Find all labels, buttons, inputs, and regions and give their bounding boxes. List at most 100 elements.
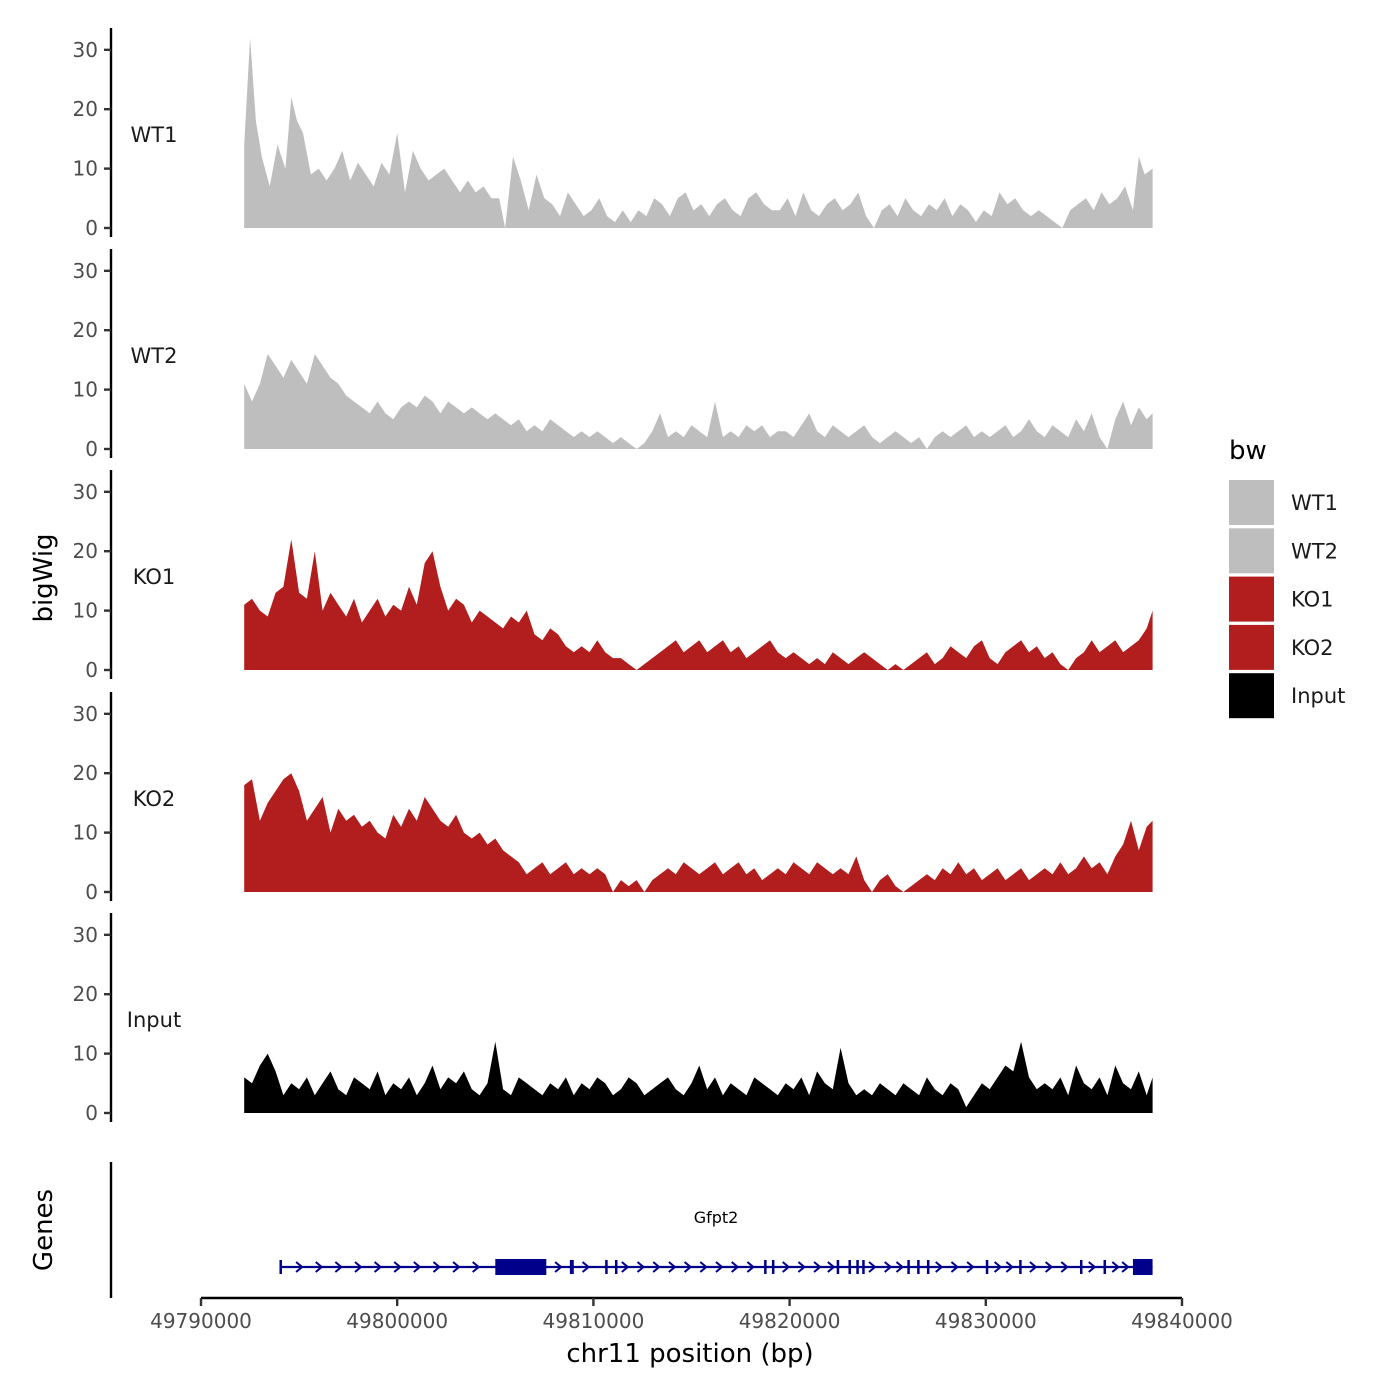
y-tick-label-ko1-0: 0 bbox=[85, 658, 98, 682]
y-tick-label-ko2-20: 20 bbox=[73, 761, 98, 785]
strand-arrow-gfpt2-26 bbox=[884, 1261, 893, 1273]
legend-swatch-ko1 bbox=[1229, 576, 1274, 622]
legend-label-input: Input bbox=[1291, 684, 1345, 708]
y-axis-title-genes: Genes bbox=[29, 1189, 59, 1271]
y-tick-label-ko1-10: 10 bbox=[73, 599, 98, 623]
gene-exon-gfpt2-12 bbox=[917, 1260, 920, 1274]
strand-arrow-gfpt2-15 bbox=[668, 1261, 677, 1273]
legend-swatch-wt1 bbox=[1229, 480, 1274, 525]
y-tick-label-wt1-30: 30 bbox=[73, 38, 98, 62]
y-tick-label-wt1-0: 0 bbox=[85, 216, 98, 240]
track-input: 0 10 20 30 Input bbox=[73, 913, 1153, 1125]
legend-label-ko2: KO2 bbox=[1291, 636, 1334, 660]
track-label-wt1: WT1 bbox=[131, 123, 178, 147]
x-tick-label-49790000: 49790000 bbox=[150, 1309, 252, 1333]
legend-swatch-ko2 bbox=[1229, 624, 1274, 670]
y-tick-label-ko2-30: 30 bbox=[73, 702, 98, 726]
x-tick-label-49800000: 49800000 bbox=[346, 1309, 448, 1333]
strand-arrow-gfpt2-28 bbox=[935, 1261, 944, 1273]
y-tick-label-wt2-20: 20 bbox=[73, 318, 98, 342]
gene-exon-gfpt2-3 bbox=[605, 1260, 608, 1274]
strand-arrow-gfpt2-10 bbox=[554, 1261, 563, 1273]
strand-arrow-gfpt2-31 bbox=[993, 1261, 1003, 1273]
strand-arrow-gfpt2-33 bbox=[1029, 1261, 1038, 1273]
y-tick-label-wt2-0: 0 bbox=[85, 437, 98, 461]
strand-arrow-gfpt2-32 bbox=[1005, 1261, 1014, 1273]
y-tick-label-input-20: 20 bbox=[73, 982, 98, 1006]
strand-arrow-gfpt2-9 bbox=[472, 1261, 481, 1273]
strand-arrow-gfpt2-3 bbox=[354, 1261, 363, 1273]
y-tick-label-input-0: 0 bbox=[85, 1101, 98, 1125]
x-tick-label-49810000: 49810000 bbox=[543, 1309, 645, 1333]
y-tick-label-wt1-10: 10 bbox=[73, 157, 98, 181]
legend-label-wt1: WT1 bbox=[1291, 491, 1338, 515]
y-axis-title-bigwig: bigWig bbox=[29, 533, 59, 622]
strand-arrow-gfpt2-19 bbox=[731, 1261, 740, 1273]
strand-arrow-gfpt2-13 bbox=[636, 1261, 646, 1273]
strand-arrow-gfpt2-24 bbox=[827, 1261, 836, 1273]
gene-exon-gfpt2-16 bbox=[1079, 1260, 1083, 1274]
legend-title: bw bbox=[1229, 436, 1267, 466]
strand-arrow-gfpt2-30 bbox=[966, 1261, 975, 1273]
strand-arrow-gfpt2-7 bbox=[432, 1261, 442, 1273]
strand-arrow-gfpt2-25 bbox=[868, 1261, 877, 1273]
strand-arrow-gfpt2-29 bbox=[950, 1261, 959, 1273]
track-label-ko1: KO1 bbox=[133, 565, 176, 589]
strand-arrow-gfpt2-12 bbox=[621, 1261, 630, 1273]
strand-arrow-gfpt2-21 bbox=[782, 1261, 791, 1273]
strand-arrow-gfpt2-22 bbox=[797, 1261, 806, 1273]
strand-arrow-gfpt2-17 bbox=[699, 1261, 708, 1273]
strand-arrow-gfpt2-16 bbox=[683, 1261, 693, 1273]
strand-arrow-gfpt2-18 bbox=[715, 1261, 724, 1273]
signal-area-input bbox=[244, 1041, 1153, 1113]
gene-exon-gfpt2-9 bbox=[856, 1260, 859, 1274]
gene-panel: Gfpt2 bbox=[109, 1162, 1153, 1298]
track-ko2: 0 10 20 30 KO2 bbox=[73, 692, 1153, 904]
x-tick-label-49840000: 49840000 bbox=[1131, 1309, 1233, 1333]
x-axis: 49790000 49800000 49810000 49820000 49830000… bbox=[150, 1296, 1233, 1333]
strand-arrow-gfpt2-8 bbox=[452, 1261, 461, 1273]
legend-swatch-wt2 bbox=[1229, 528, 1274, 574]
legend-label-wt2: WT2 bbox=[1291, 539, 1338, 563]
track-label-input: Input bbox=[127, 1008, 181, 1032]
gene-exon-gfpt2-13 bbox=[926, 1260, 930, 1274]
track-label-wt2: WT2 bbox=[131, 344, 178, 368]
y-tick-label-input-30: 30 bbox=[73, 923, 98, 947]
y-tick-label-ko1-30: 30 bbox=[73, 480, 98, 504]
strand-arrow-gfpt2-37 bbox=[1111, 1261, 1120, 1273]
gene-exon-gfpt2-15 bbox=[1019, 1260, 1022, 1274]
strand-arrow-gfpt2-11 bbox=[581, 1261, 591, 1273]
track-wt2: 0 10 20 30 WT2 bbox=[73, 249, 1153, 461]
strand-arrow-gfpt2-1 bbox=[315, 1261, 324, 1273]
gene-exon-gfpt2-8 bbox=[848, 1260, 851, 1274]
strand-arrow-gfpt2-27 bbox=[895, 1261, 905, 1273]
gene-exon-gfpt2-4 bbox=[614, 1260, 618, 1274]
signal-area-wt1 bbox=[244, 37, 1153, 229]
x-tick-label-49820000: 49820000 bbox=[739, 1309, 841, 1333]
legend-label-ko1: KO1 bbox=[1291, 588, 1334, 612]
signal-area-wt2 bbox=[244, 354, 1153, 449]
legend-swatch-input bbox=[1229, 673, 1274, 719]
gene-exon-gfpt2-14 bbox=[985, 1260, 989, 1274]
gene-exon-gfpt2-11 bbox=[907, 1260, 910, 1274]
gene-exon-gfpt2-2 bbox=[569, 1260, 574, 1274]
gene-exon-gfpt2-7 bbox=[836, 1260, 840, 1274]
gene-exon-gfpt2-1 bbox=[495, 1259, 547, 1275]
strand-arrow-gfpt2-36 bbox=[1088, 1261, 1097, 1273]
strand-arrow-gfpt2-4 bbox=[373, 1261, 383, 1273]
x-tick-label-49830000: 49830000 bbox=[935, 1309, 1037, 1333]
gene-exon-gfpt2-5 bbox=[764, 1260, 767, 1274]
gene-exon-gfpt2-18 bbox=[1132, 1259, 1153, 1275]
strand-arrow-gfpt2-23 bbox=[813, 1261, 822, 1273]
y-tick-label-wt2-30: 30 bbox=[73, 259, 98, 283]
strand-arrow-gfpt2-0 bbox=[295, 1261, 304, 1273]
strand-arrow-gfpt2-2 bbox=[334, 1261, 343, 1273]
gene-exon-gfpt2-6 bbox=[771, 1260, 775, 1274]
x-axis-title: chr11 position (bp) bbox=[566, 1339, 813, 1369]
y-tick-label-input-10: 10 bbox=[73, 1042, 98, 1066]
legend: bw WT1 WT2 KO1 KO2 Input bbox=[1229, 436, 1345, 719]
strand-arrow-gfpt2-38 bbox=[1121, 1261, 1130, 1273]
track-label-ko2: KO2 bbox=[133, 787, 176, 811]
signal-tracks: 0 10 20 30 WT1 0 10 20 30 WT2 0 10 20 30 KO1 0 10 20 30 KO2… bbox=[73, 28, 1153, 1125]
